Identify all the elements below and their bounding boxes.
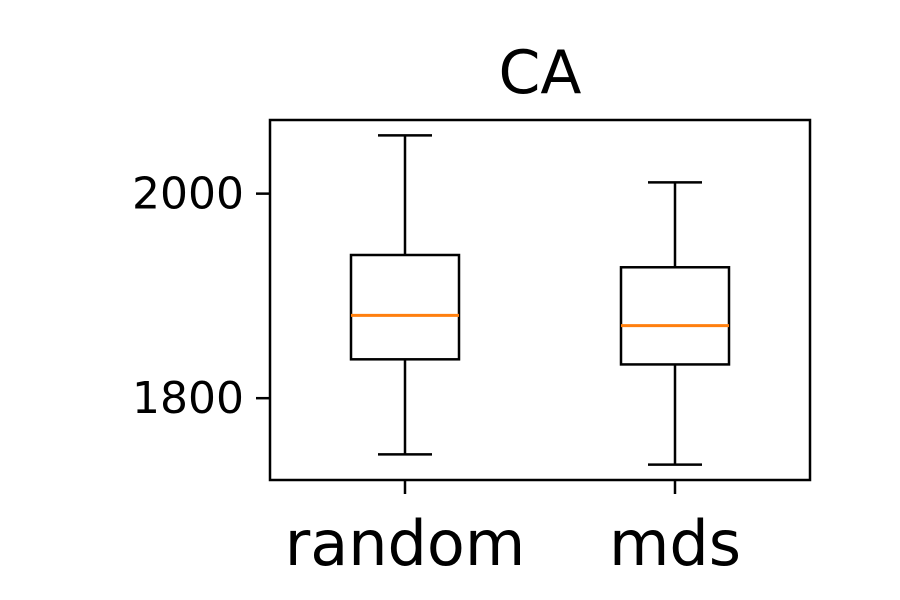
plot-area-frame (268, 118, 812, 482)
x-tick-label: mds (609, 507, 741, 580)
y-axis: 1800 2000 (132, 169, 270, 424)
boxes (349, 134, 731, 466)
iqr-box (349, 253, 461, 361)
y-tick-label: 2000 (132, 169, 244, 220)
x-axis: random mds (285, 480, 741, 580)
y-tick-label: 1800 (132, 373, 244, 424)
chart-title: CA (499, 38, 582, 108)
x-tick-label: random (285, 507, 525, 580)
iqr-box (619, 266, 731, 366)
